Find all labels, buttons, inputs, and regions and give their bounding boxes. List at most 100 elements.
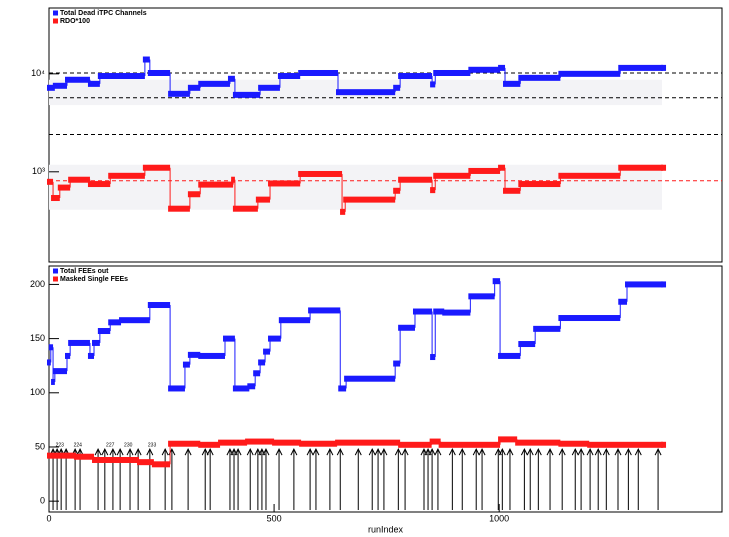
step-segment xyxy=(498,352,521,359)
step-segment xyxy=(47,178,54,185)
step-segment xyxy=(92,456,140,463)
step-segment xyxy=(429,438,441,445)
step-segment xyxy=(393,187,401,194)
arrow-head xyxy=(262,448,270,456)
step-segment xyxy=(87,352,95,359)
step-segment xyxy=(393,360,401,367)
arrow-label: 230 xyxy=(124,442,133,448)
step-segment xyxy=(74,453,95,460)
step-segment xyxy=(142,56,150,63)
step-segment xyxy=(52,82,68,89)
step-segment xyxy=(268,180,301,187)
arrow-head xyxy=(109,448,117,456)
arrow-head xyxy=(146,448,154,456)
y-tick-label: 50 xyxy=(35,441,45,451)
y-tick-label: 10⁴ xyxy=(31,68,45,78)
x-tick-label: 1000 xyxy=(489,513,509,523)
step-segment xyxy=(97,328,111,335)
step-segment xyxy=(47,359,51,366)
step-segment xyxy=(87,181,111,188)
step-segment xyxy=(438,441,501,448)
x-tick-label: 0 xyxy=(46,513,51,523)
step-segment xyxy=(558,440,590,447)
step-segment xyxy=(245,438,275,445)
step-segment xyxy=(340,208,346,215)
step-segment xyxy=(52,368,68,375)
step-segment xyxy=(278,317,311,324)
step-segment xyxy=(272,439,302,446)
arrow-head xyxy=(458,448,466,456)
arrow-head xyxy=(336,448,344,456)
step-segment xyxy=(232,91,261,98)
step-segment xyxy=(147,302,171,309)
step-segment xyxy=(468,66,501,73)
step-segment xyxy=(398,441,432,448)
step-segment xyxy=(298,170,343,177)
step-segment xyxy=(65,352,71,359)
step-segment xyxy=(151,461,171,468)
arrow-head xyxy=(634,448,642,456)
arrow-head xyxy=(312,448,320,456)
arrow-head xyxy=(184,448,192,456)
arrow-head xyxy=(558,448,566,456)
arrow-head xyxy=(448,448,456,456)
arrow-head xyxy=(374,448,382,456)
arrow-head xyxy=(161,448,169,456)
step-segment xyxy=(187,84,201,91)
step-segment xyxy=(412,308,433,315)
step-segment xyxy=(430,187,436,194)
step-segment xyxy=(518,74,561,81)
step-segment xyxy=(168,90,190,97)
step-segment xyxy=(661,281,667,288)
arrow-head xyxy=(434,448,442,456)
step-segment xyxy=(51,378,55,385)
step-segment xyxy=(335,439,401,446)
arrow-label: 223 xyxy=(56,442,65,448)
arrow-head xyxy=(326,448,334,456)
step-segment xyxy=(198,181,234,188)
legend-label: Total Dead iTPC Channels xyxy=(60,10,147,17)
step-segment xyxy=(503,187,521,194)
arrow-label: 224 xyxy=(74,442,83,448)
arrow-head xyxy=(546,448,554,456)
step-segment xyxy=(92,339,100,346)
step-segment xyxy=(51,195,60,202)
arrow-head xyxy=(394,448,402,456)
arrow-head xyxy=(206,448,214,456)
arrow-head xyxy=(94,448,102,456)
step-segment xyxy=(338,385,347,392)
step-segment xyxy=(108,172,145,179)
step-segment xyxy=(398,176,433,183)
arrow-head xyxy=(401,448,409,456)
arrow-head xyxy=(526,448,534,456)
step-segment xyxy=(147,69,171,76)
arrow-head xyxy=(380,448,388,456)
step-segment xyxy=(433,172,471,179)
step-segment xyxy=(47,84,55,91)
step-segment xyxy=(108,319,122,326)
step-segment xyxy=(468,167,501,174)
step-segment xyxy=(336,89,396,96)
legend-label: Masked Single FEEs xyxy=(60,276,128,283)
step-segment xyxy=(430,81,436,88)
legend-label: Total FEEs out xyxy=(60,268,109,275)
x-axis-label: runIndex xyxy=(368,524,404,534)
step-segment xyxy=(119,317,150,324)
step-segment xyxy=(398,324,415,331)
arrow-head xyxy=(126,448,134,456)
step-segment xyxy=(533,325,561,332)
step-segment xyxy=(65,76,90,83)
step-segment xyxy=(247,383,256,390)
step-segment xyxy=(518,181,561,188)
step-segment xyxy=(625,281,664,288)
step-segment xyxy=(168,440,201,447)
y-tick-label: 150 xyxy=(30,333,45,343)
arrow-head xyxy=(134,448,142,456)
step-segment xyxy=(344,375,396,382)
plot-frame xyxy=(48,265,723,513)
step-segment xyxy=(57,184,71,191)
arrow-head xyxy=(577,448,585,456)
arrow-head xyxy=(76,448,84,456)
step-segment xyxy=(68,176,90,183)
